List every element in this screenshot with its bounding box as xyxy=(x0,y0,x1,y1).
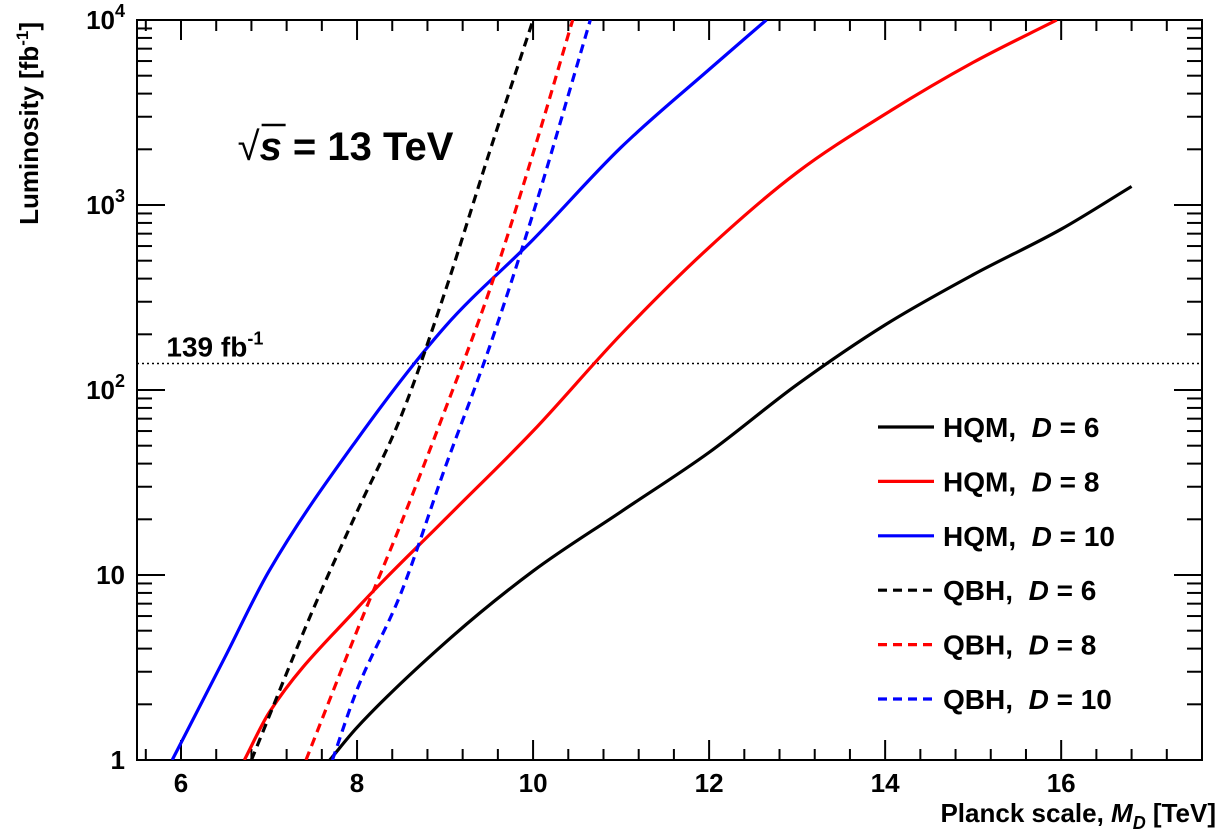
x-axis-title: Planck scale, MD [TeV] xyxy=(940,798,1216,833)
y-axis-title: Luminosity [fb-1] xyxy=(13,22,44,225)
reference-line-label: 139 fb-1 xyxy=(166,329,263,363)
y-tick-label: 1 xyxy=(111,745,125,775)
series-lines xyxy=(170,20,1133,760)
series-line-qbh-d6 xyxy=(249,20,535,760)
legend-entry: QBH, D = 6 xyxy=(943,575,1096,606)
y-tick-label: 103 xyxy=(86,186,125,220)
series-line-hqm-d8 xyxy=(242,20,1058,760)
legend-entry: QBH, D = 10 xyxy=(943,684,1112,715)
x-tick-label: 16 xyxy=(1047,768,1076,798)
y-tick-labels: 1 10 102 103 104 xyxy=(86,1,125,775)
series-line-qbh-d8 xyxy=(304,20,575,760)
legend-entry: QBH, D = 8 xyxy=(943,630,1096,661)
series-line-qbh-d10 xyxy=(330,20,592,760)
series-line-hqm-d6 xyxy=(328,185,1133,760)
series-line-hqm-d10 xyxy=(170,20,768,760)
legend: HQM, D = 6 HQM, D = 8 HQM, D = 10 QBH, D = … xyxy=(878,412,1115,715)
major-ticks xyxy=(137,19,1202,761)
x-tick-label: 6 xyxy=(174,768,188,798)
y-tick-label: 104 xyxy=(86,1,125,35)
legend-entry: HQM, D = 10 xyxy=(943,521,1115,552)
x-tick-label: 12 xyxy=(695,768,724,798)
x-tick-label: 8 xyxy=(350,768,364,798)
y-tick-label: 10 xyxy=(96,560,125,590)
x-tick-label: 10 xyxy=(519,768,548,798)
legend-entry: HQM, D = 6 xyxy=(943,412,1099,443)
x-tick-labels: 6 8 10 12 14 16 xyxy=(174,768,1076,798)
x-tick-label: 14 xyxy=(871,768,900,798)
y-tick-label: 102 xyxy=(86,371,125,405)
legend-entry: HQM, D = 8 xyxy=(943,466,1099,497)
minor-ticks xyxy=(137,20,1203,760)
energy-label: √s = 13 TeV xyxy=(238,125,454,169)
